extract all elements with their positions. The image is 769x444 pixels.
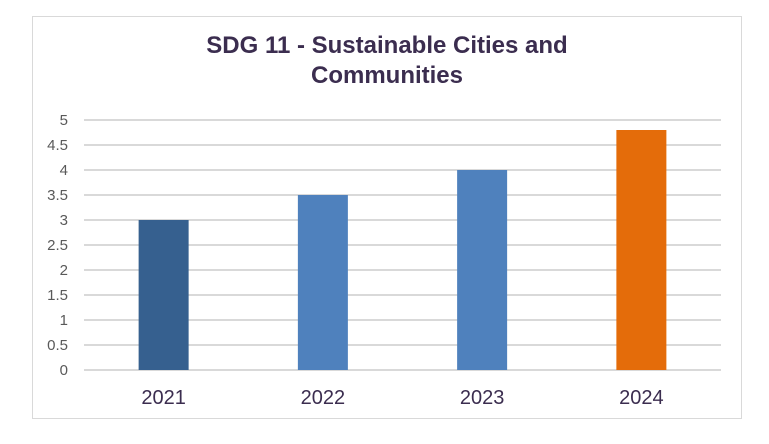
gridlines: [84, 119, 721, 371]
x-tick-label: 2022: [301, 387, 346, 409]
bar-2023: [457, 170, 508, 370]
x-tick-label: 2023: [460, 387, 505, 409]
bar-2021: [138, 220, 189, 370]
y-tick-label: 0.5: [47, 337, 68, 354]
x-tick-label: 2024: [619, 387, 664, 409]
y-tick-label: 4: [60, 162, 68, 179]
x-axis: 2021 2022 2023 2024: [141, 387, 663, 409]
y-tick-label: 1.5: [47, 287, 68, 304]
y-tick-label: 2.5: [47, 237, 68, 254]
y-tick-label: 3.5: [47, 187, 68, 204]
x-tick-label: 2021: [141, 387, 186, 409]
y-tick-label: 2: [60, 262, 68, 279]
y-axis: 0 0.5 1 1.5 2 2.5 3 3.5 4 4.5 5: [47, 112, 68, 379]
bar-2024: [616, 130, 667, 370]
y-tick-label: 5: [60, 112, 68, 129]
chart-title-line-1: SDG 11 - Sustainable Cities and: [206, 32, 568, 59]
chart-title: SDG 11 - Sustainable Cities and Communit…: [32, 31, 742, 91]
y-tick-label: 3: [60, 212, 68, 229]
bar-2022: [297, 195, 348, 370]
y-tick-label: 1: [60, 312, 68, 329]
chart-title-line-2: Communities: [310, 62, 463, 89]
y-tick-label: 4.5: [47, 137, 68, 154]
bars: [138, 130, 667, 370]
y-tick-label: 0: [60, 362, 68, 379]
